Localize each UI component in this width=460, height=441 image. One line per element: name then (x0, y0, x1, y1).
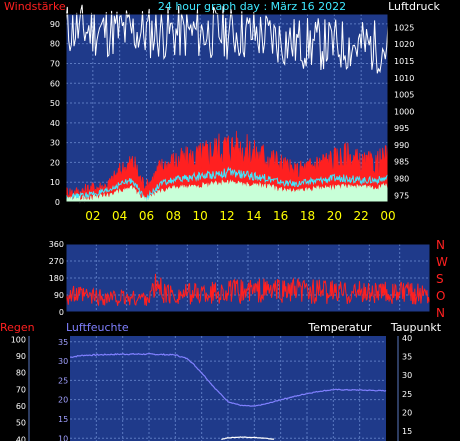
temperature-axis-label: Temperatur (307, 321, 372, 334)
rain-tick-label: 100 (11, 335, 26, 344)
plot-border-1 (65, 13, 389, 203)
wind-tick-label: 50 (50, 99, 60, 108)
wind-tick-label: 60 (50, 79, 60, 88)
hour-tick-label: 06 (139, 209, 154, 223)
wind-tick-label: 40 (50, 119, 60, 128)
rain-axis-label: Regen (0, 321, 35, 334)
compass-label: S (436, 272, 444, 286)
wind-tick-label: 20 (50, 158, 60, 167)
pressure-tick-label: 995 (394, 124, 409, 133)
rain-tick-label: 60 (16, 402, 26, 411)
pressure-tick-label: 1005 (394, 91, 414, 100)
pressure-tick-label: 1010 (394, 74, 414, 83)
temperature-tick-label: 40 (402, 334, 412, 343)
chart-title: 24 hour graph day : März 16 2022 (158, 0, 346, 13)
series-temperature (221, 436, 275, 441)
series-wind_avg (65, 179, 389, 204)
dewpoint-axis-label: Taupunkt (390, 321, 442, 334)
pressure-tick-label: 990 (394, 141, 409, 150)
hour-tick-label: 08 (166, 209, 181, 223)
hour-tick-label: 22 (354, 209, 369, 223)
series-direction (65, 273, 431, 307)
pressure-tick-label: 1025 (394, 23, 414, 32)
direction-tick-label: 360 (49, 240, 64, 249)
pressure-tick-label: 985 (394, 158, 409, 167)
rain-tick-label: 50 (16, 419, 26, 428)
humidity-tick-label: 20 (58, 396, 68, 405)
wind-tick-label: 10 (50, 178, 60, 187)
temperature-tick-label: 35 (402, 353, 412, 362)
pressure-tick-label: 975 (394, 191, 409, 200)
series-pressure (65, 4, 389, 74)
direction-tick-label: 90 (54, 291, 64, 300)
series-wind (65, 166, 389, 203)
rain-tick-label: 70 (16, 385, 26, 394)
compass-label: W (436, 255, 448, 269)
humidity-tick-label: 35 (58, 338, 68, 347)
compass-label: O (436, 289, 445, 303)
pressure-tick-label: 1000 (394, 107, 414, 116)
direction-tick-label: 0 (59, 308, 64, 317)
temperature-tick-label: 25 (402, 390, 412, 399)
wind-axis-label: Windstärke (4, 0, 66, 13)
pressure-tick-label: 980 (394, 175, 409, 184)
humidity-temperature-panel: 35 30 25 20 15 10 100 90 80 70 60 50 40 40 35 30 25 20 15 (11, 334, 412, 441)
wind-tick-label: 90 (50, 20, 60, 29)
plot-border-2 (65, 243, 431, 313)
hour-tick-label: 16 (273, 209, 288, 223)
rain-tick-label: 40 (16, 435, 26, 441)
humidity-tick-label: 10 (58, 434, 68, 441)
compass-label: N (436, 306, 445, 320)
compass-label: N (436, 238, 445, 252)
rain-tick-label: 90 (16, 352, 26, 361)
hour-tick-label: 18 (300, 209, 315, 223)
pressure-tick-label: 1015 (394, 57, 414, 66)
series-gusts (65, 130, 389, 203)
direction-tick-label: 180 (49, 274, 64, 283)
hour-tick-label: 04 (112, 209, 127, 223)
temperature-tick-label: 15 (402, 427, 412, 436)
rain-tick-label: 80 (16, 369, 26, 378)
temperature-tick-label: 20 (402, 408, 412, 417)
hour-tick-label: 10 (193, 209, 208, 223)
wind-tick-label: 80 (50, 40, 60, 49)
wind-tick-label: 30 (50, 139, 60, 148)
pressure-axis-label: Luftdruck (388, 0, 440, 13)
humidity-axis-label: Luftfeuchte (66, 321, 129, 334)
hour-tick-label: 12 (219, 209, 234, 223)
hour-tick-label: 02 (85, 209, 100, 223)
hour-tick-label: 20 (327, 209, 342, 223)
temperature-tick-label: 30 (402, 371, 412, 380)
humidity-tick-label: 30 (58, 357, 68, 366)
wind-pressure-panel: 9080706050403020100102510201015101010051… (50, 4, 414, 223)
hour-tick-label: 00 (380, 209, 395, 223)
humidity-tick-label: 25 (58, 376, 68, 385)
hour-tick-label: 14 (246, 209, 261, 223)
series-humidity (69, 352, 387, 407)
direction-tick-label: 270 (49, 257, 64, 266)
humidity-tick-label: 15 (58, 415, 68, 424)
pressure-tick-label: 1020 (394, 40, 414, 49)
wind-tick-label: 70 (50, 59, 60, 68)
wind-tick-label: 0 (55, 198, 60, 207)
